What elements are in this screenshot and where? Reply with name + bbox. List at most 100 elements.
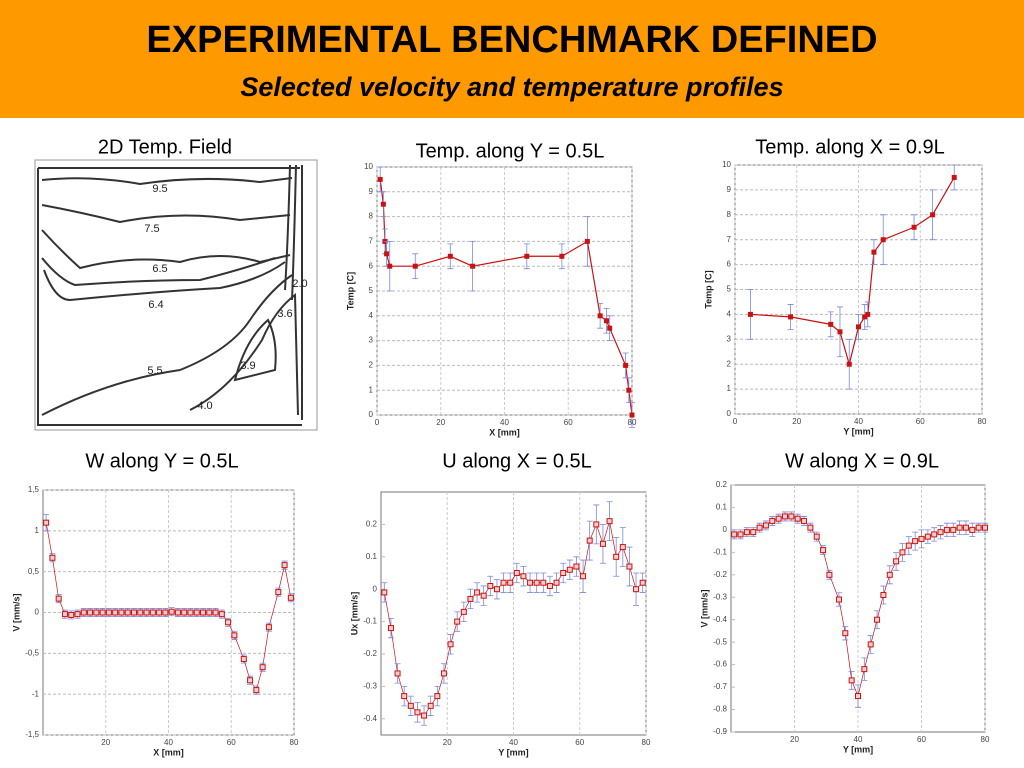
- data-point: [49, 554, 56, 561]
- data-point: [775, 515, 782, 522]
- data-point: [247, 677, 254, 684]
- x-tick-label: 20: [443, 738, 452, 747]
- data-point: [546, 582, 553, 589]
- y-tick-label: 7: [369, 237, 374, 246]
- data-point: [807, 524, 814, 531]
- x-tick-label: 40: [854, 735, 863, 744]
- y-tick-label: -0,5: [25, 648, 39, 657]
- data-point: [253, 687, 260, 694]
- data-point: [394, 670, 401, 677]
- data-point: [480, 592, 487, 599]
- data-point: [520, 573, 527, 580]
- data-point: [174, 609, 181, 616]
- data-point: [788, 513, 795, 520]
- x-tick-label: 60: [916, 417, 925, 426]
- data-point: [956, 524, 963, 531]
- data-point: [447, 253, 453, 259]
- data-point: [861, 666, 868, 673]
- data-point: [407, 702, 414, 709]
- x-tick-label: 60: [564, 418, 573, 427]
- data-point: [855, 693, 861, 700]
- data-point: [181, 609, 188, 616]
- contour-line: [41, 229, 291, 270]
- y-tick-label: 4: [369, 311, 374, 320]
- y-tick-label: 7: [727, 235, 732, 244]
- data-point: [218, 611, 225, 618]
- x-tick-label: 40: [509, 738, 518, 747]
- y-tick-label: -0.3: [713, 592, 727, 601]
- data-point: [43, 519, 50, 526]
- data-point: [867, 641, 874, 648]
- data-point: [905, 542, 912, 549]
- data-point: [871, 249, 877, 255]
- y-tick-label: 0: [35, 608, 40, 617]
- y-tick-label: -0.5: [713, 637, 727, 646]
- contour-line: [41, 204, 291, 224]
- data-point: [743, 529, 750, 536]
- y-tick-label: -0.4: [363, 714, 377, 723]
- data-point: [801, 517, 808, 524]
- x-tick-label: 0: [733, 417, 738, 426]
- data-point: [962, 524, 969, 531]
- contour-line: [233, 318, 277, 382]
- data-point: [93, 609, 100, 616]
- y-tick-label: -0.6: [713, 660, 727, 669]
- data-point: [231, 632, 238, 639]
- contour-line: [43, 261, 286, 302]
- y-tick-label: 10: [364, 162, 373, 171]
- contour-plot: 2D Temp. Field: [34, 136, 318, 431]
- x-tick-label: 20: [101, 738, 110, 747]
- data-point: [168, 608, 175, 615]
- data-point: [828, 321, 834, 327]
- data-point: [206, 609, 213, 616]
- data-point: [747, 311, 753, 317]
- y-tick-label: 9: [727, 185, 732, 194]
- data-point: [387, 263, 393, 269]
- data-point: [527, 579, 534, 586]
- data-point: [931, 531, 938, 538]
- contour-line: [41, 274, 293, 416]
- data-point: [950, 526, 957, 533]
- data-point: [893, 558, 900, 565]
- data-point: [835, 596, 842, 603]
- y-tick-label: 1,5: [28, 485, 40, 494]
- x-tick-label: 60: [227, 738, 236, 747]
- y-tick-label: 4: [727, 310, 732, 319]
- x-tick-label: 40: [164, 738, 173, 747]
- y-tick-label: 0: [369, 410, 374, 419]
- data-point: [639, 579, 646, 586]
- data-point: [604, 318, 609, 324]
- data-point: [599, 540, 606, 547]
- data-point: [259, 664, 266, 671]
- data-point: [493, 586, 500, 593]
- contour-label: 3.9: [240, 360, 255, 372]
- y-tick-label: 8: [727, 210, 732, 219]
- data-point: [874, 616, 881, 623]
- x-tick-label: 20: [792, 417, 801, 426]
- contour-label: 3.6: [277, 308, 292, 320]
- panel-title: Temp. along X = 0.9L: [755, 136, 945, 158]
- data-point: [937, 529, 944, 536]
- data-point: [124, 609, 131, 616]
- y-tick-label: -0.4: [713, 615, 727, 624]
- contour-line: [37, 167, 302, 426]
- y-tick-label: 9: [369, 187, 374, 196]
- data-point: [434, 693, 441, 700]
- series-line: [750, 177, 955, 367]
- series-line: [734, 516, 985, 698]
- y-tick-label: -0.2: [713, 570, 727, 579]
- y-tick-label: -0.7: [713, 682, 727, 691]
- data-point: [560, 570, 567, 576]
- y-tick-label: 6: [727, 260, 732, 269]
- series-line: [383, 521, 643, 717]
- y-tick-label: -0.3: [363, 682, 377, 691]
- data-point: [377, 176, 383, 182]
- data-point: [68, 611, 75, 618]
- data-point: [80, 609, 87, 616]
- data-point: [846, 361, 852, 367]
- y-tick-label: -0.2: [363, 649, 377, 658]
- x-tick-label: 80: [981, 735, 990, 744]
- y-tick-label: 0,5: [28, 567, 40, 576]
- y-tick-label: 1: [369, 385, 374, 394]
- data-point: [623, 362, 629, 368]
